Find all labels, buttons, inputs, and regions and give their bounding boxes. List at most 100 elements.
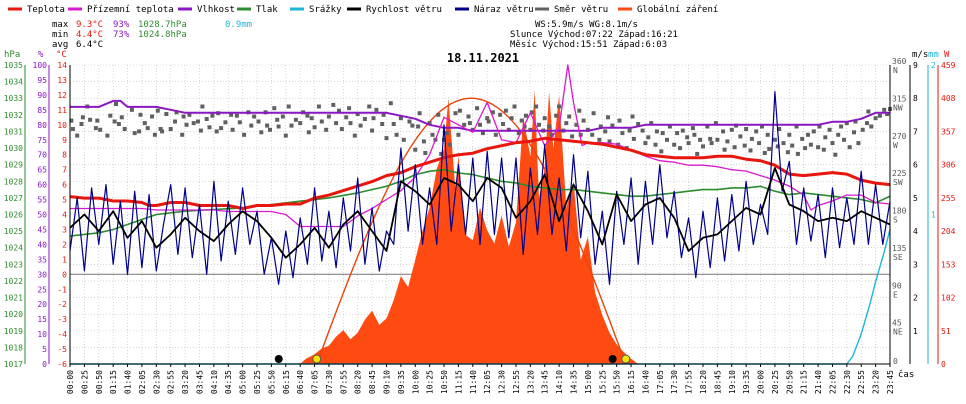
- wind-direction-point: [811, 129, 816, 134]
- wind-direction-point: [436, 112, 441, 117]
- wind-direction-point: [280, 114, 285, 119]
- x-tick-label: 06:40: [296, 370, 305, 394]
- x-tick-label: 22:55: [857, 370, 866, 394]
- wind-direction-point: [374, 107, 379, 112]
- rain-tick-label: 1: [931, 211, 936, 220]
- wind-direction-point: [873, 116, 878, 121]
- moonset-marker: [274, 355, 283, 363]
- wind-direction-tick-label: 0: [893, 357, 898, 366]
- wind-direction-point: [286, 104, 291, 109]
- x-tick-label: 17:55: [685, 370, 694, 394]
- x-tick-label: 16:40: [641, 370, 650, 394]
- pressure-tick-label: 1020: [4, 310, 23, 319]
- wind-direction-point: [738, 134, 743, 139]
- wind-direction-point: [466, 114, 471, 119]
- wind-direction-point: [852, 130, 856, 135]
- temperature-tick-label: 13: [57, 76, 67, 85]
- wind-direction-point: [757, 141, 762, 146]
- x-tick-label: 23:20: [872, 370, 881, 394]
- wind-summary: WS:5.9m/s WG:8.1m/s: [535, 20, 638, 30]
- humidity-tick-label: 95: [37, 76, 47, 85]
- wind-speed-tick-label: 9: [913, 61, 918, 70]
- pressure-tick-label: 1033: [4, 94, 23, 103]
- x-tick-label: 14:10: [555, 370, 564, 394]
- wind-direction-point: [237, 120, 242, 125]
- wind-speed-tick-label: 3: [913, 260, 918, 269]
- wind-direction-point: [729, 127, 734, 132]
- wind-direction-point: [607, 139, 612, 144]
- temperature-tick-label: 3: [62, 225, 67, 234]
- wind-direction-point: [490, 110, 495, 115]
- legend-label: Přízemní teplota: [87, 5, 174, 15]
- wind-direction-point: [427, 121, 432, 126]
- wind-direction-point: [509, 116, 514, 121]
- wind-direction-point: [501, 122, 505, 126]
- x-tick-label: 06:15: [282, 370, 291, 394]
- legend-label: Tlak: [256, 5, 278, 15]
- wind-direction-point: [695, 151, 700, 156]
- wind-direction-point: [606, 115, 610, 120]
- sun-moon-info: WS:5.9m/s WG:8.1m/s Slunce Východ:07:22 …: [510, 20, 678, 50]
- wind-direction-tick-label: 45: [892, 319, 902, 328]
- stat-max-hum: 93%: [113, 20, 130, 30]
- wind-direction-point: [347, 106, 352, 111]
- wind-direction-point: [116, 122, 121, 126]
- wind-direction-point: [407, 119, 412, 124]
- wind-direction-point: [370, 128, 375, 133]
- wind-direction-point: [522, 124, 527, 129]
- humidity-tick-label: 45: [37, 225, 47, 234]
- wind-direction-point: [617, 118, 622, 123]
- pressure-tick-label: 1024: [4, 244, 23, 253]
- humidity-tick-label: 65: [37, 166, 47, 175]
- pressure-tick-label: 1034: [4, 78, 23, 87]
- temperature-tick-label: 12: [57, 91, 67, 100]
- wind-direction-point: [252, 114, 257, 119]
- wind-direction-point: [119, 115, 124, 120]
- wind-direction-point: [164, 112, 169, 116]
- wind-direction-point: [219, 126, 224, 131]
- wind-direction-point: [326, 114, 331, 119]
- wind-direction-point: [289, 123, 294, 128]
- wind-direction-point: [150, 114, 154, 119]
- x-tick-label: 17:05: [656, 370, 665, 394]
- humidity-tick-label: 25: [37, 285, 47, 294]
- wind-direction-point: [498, 112, 503, 117]
- wind-direction-point: [680, 128, 685, 133]
- humidity-tick-label: 60: [37, 181, 47, 190]
- wind-direction-point: [80, 115, 85, 120]
- wind-direction-point: [775, 144, 780, 149]
- wind-direction-point: [401, 137, 406, 142]
- wind-direction-point: [620, 131, 625, 136]
- wind-direction-point: [653, 142, 658, 147]
- wind-direction-point: [823, 135, 828, 140]
- humidity-tick-label: 100: [33, 61, 48, 70]
- wind-direction-point: [865, 121, 869, 126]
- wind-direction-point: [174, 110, 179, 115]
- wind-direction-point: [306, 130, 311, 135]
- wind-direction-point: [480, 131, 485, 136]
- x-tick-label: 08:20: [354, 370, 363, 394]
- wind-direction-point: [462, 122, 467, 127]
- moon-times: Měsíc Východ:15:51 Západ:6:03: [510, 40, 667, 50]
- pressure-tick-label: 1019: [4, 327, 23, 336]
- wind-direction-point: [767, 146, 772, 151]
- wind-direction-tick-label: 270: [892, 132, 907, 141]
- wind-direction-point: [603, 129, 608, 134]
- wind-direction-point: [114, 102, 118, 106]
- wind-direction-point: [830, 141, 835, 146]
- wind-direction-point: [643, 141, 648, 146]
- x-tick-label: 12:30: [498, 370, 507, 394]
- wind-direction-point: [597, 137, 602, 142]
- wind-direction-point: [732, 145, 737, 150]
- legend-label: Směr větru: [554, 5, 608, 15]
- wind-speed-tick-label: 1: [913, 327, 918, 336]
- x-tick-label: 05:25: [253, 370, 262, 394]
- humidity-tick-label: 85: [37, 106, 47, 115]
- x-tick-label: 21:40: [814, 370, 823, 394]
- humidity-tick-label: 70: [37, 151, 47, 160]
- wind-direction-point: [362, 117, 367, 121]
- wind-direction-point: [198, 128, 203, 133]
- wind-direction-point: [265, 123, 270, 128]
- wind-speed-tick-label: 8: [913, 94, 918, 103]
